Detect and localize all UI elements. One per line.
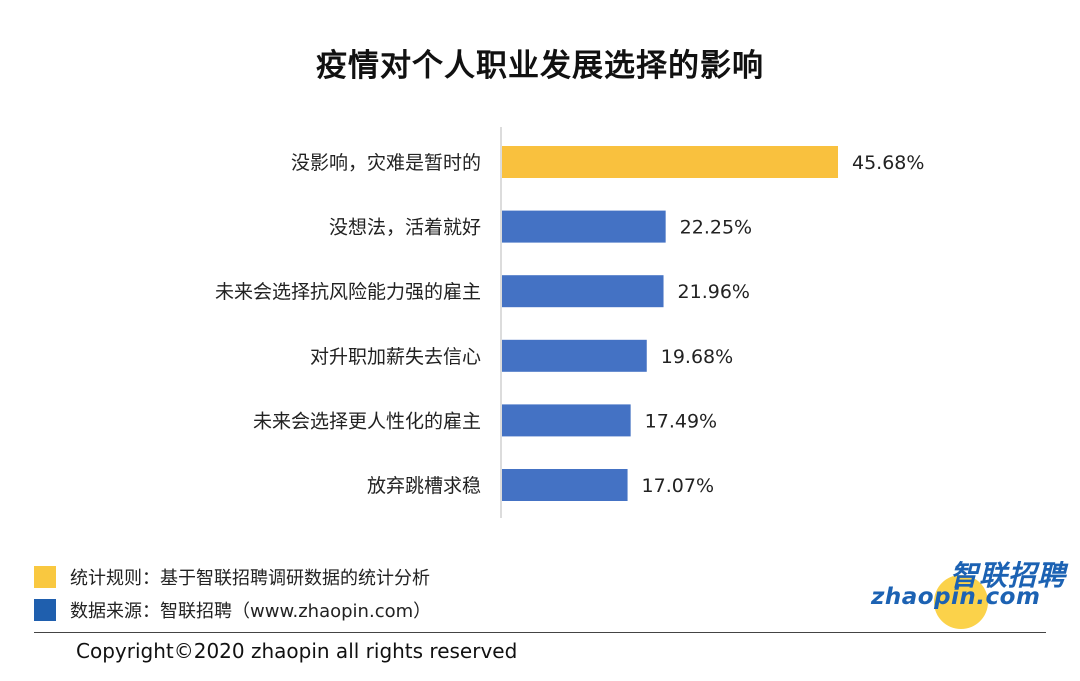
value-label-2: 21.96% xyxy=(678,281,750,303)
zhaopin-logo-icon xyxy=(934,575,988,629)
logo-en-text: zhaopin.com xyxy=(871,584,1041,610)
legend-rule-swatch xyxy=(34,566,56,588)
legend-source-text: 数据来源：智联招聘（www.zhaopin.com） xyxy=(70,601,432,622)
legend-rule: 统计规则：基于智联招聘调研数据的统计分析 xyxy=(34,564,430,590)
category-label-4: 未来会选择更人性化的雇主 xyxy=(253,410,481,432)
bar-2 xyxy=(502,275,664,308)
logo-cn-text: 智联招聘 xyxy=(950,559,1067,592)
footer-divider xyxy=(34,632,1046,633)
value-label-3: 19.68% xyxy=(661,346,733,368)
category-label-3: 对升职加薪失去信心 xyxy=(310,346,481,368)
category-label-2: 未来会选择抗风险能力强的雇主 xyxy=(215,281,481,303)
bar-3 xyxy=(502,339,647,372)
legend-rule-text: 统计规则：基于智联招聘调研数据的统计分析 xyxy=(70,568,430,589)
bar-4 xyxy=(502,404,631,437)
copyright-text: Copyright©2020 zhaopin all rights reserv… xyxy=(76,639,518,663)
category-label-1: 没想法，活着就好 xyxy=(329,217,481,239)
value-label-5: 17.07% xyxy=(642,475,714,497)
category-label-0: 没影响，灾难是暂时的 xyxy=(291,152,481,174)
category-label-5: 放弃跳槽求稳 xyxy=(367,475,481,497)
bar-1 xyxy=(502,210,666,243)
value-label-0: 45.68% xyxy=(852,152,924,174)
bar-5 xyxy=(502,469,628,501)
bar-0 xyxy=(502,146,838,178)
bar-chart: 没影响，灾难是暂时的 45.68% 没想法，活着就好 22.25% 未来会选择抗风险能力… xyxy=(215,127,924,518)
value-label-1: 22.25% xyxy=(680,217,752,239)
chart-title: 疫情对个人职业发展选择的影响 xyxy=(316,48,764,84)
legend-source: 数据来源：智联招聘（www.zhaopin.com） xyxy=(34,597,431,623)
value-label-4: 17.49% xyxy=(645,410,717,432)
legend-source-swatch xyxy=(34,599,56,621)
